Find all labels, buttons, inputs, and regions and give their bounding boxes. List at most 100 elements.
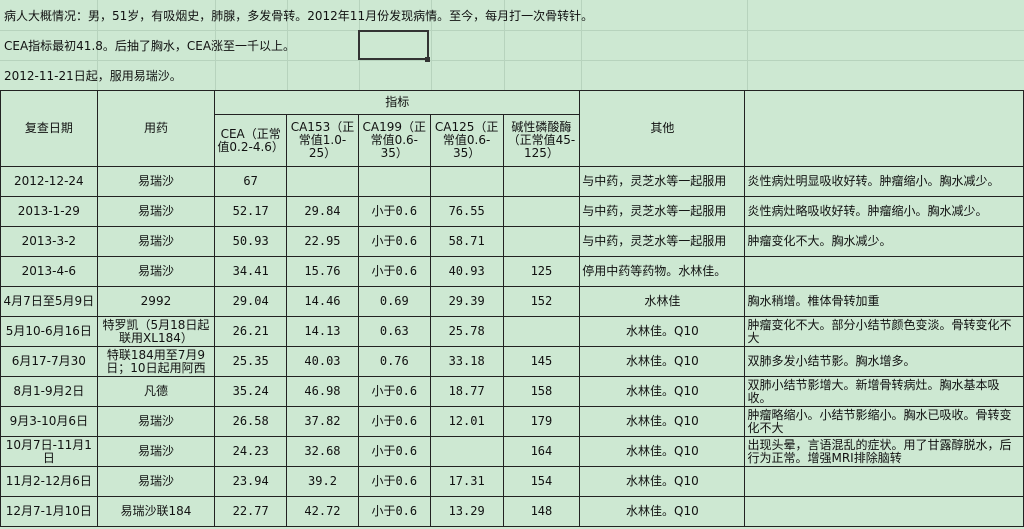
cell-date[interactable]: 11月2-12月6日	[0, 466, 98, 497]
cell-cea[interactable]: 34.41	[214, 256, 288, 287]
header-cea[interactable]: CEA（正常值0.2-4.6）	[214, 114, 288, 167]
cell-alp[interactable]: 158	[502, 376, 581, 407]
cell-remark[interactable]: 双肺多发小结节影。胸水增多。	[744, 346, 1024, 377]
cell-date[interactable]: 4月7日至5月9日	[0, 286, 98, 317]
cell-alp[interactable]: 125	[502, 256, 581, 287]
cell-ca125[interactable]	[429, 166, 504, 197]
cell-other[interactable]: 停用中药等药物。水林佳。	[579, 256, 746, 287]
cell-ca153[interactable]: 46.98	[286, 376, 359, 407]
cell-date[interactable]: 12月7-1月10日	[0, 496, 98, 527]
cell-date[interactable]: 5月10-6月16日	[0, 316, 98, 347]
cell-date[interactable]: 8月1-9月2日	[0, 376, 98, 407]
cell-alp[interactable]: 179	[502, 406, 581, 437]
cell-drug[interactable]: 特联184用至7月9日；10日起用阿西	[96, 346, 216, 377]
fill-handle[interactable]	[425, 57, 430, 62]
cell-drug[interactable]: 易瑞沙	[96, 466, 216, 497]
header-ca153[interactable]: CA153（正常值1.0-25）	[286, 114, 359, 167]
cell-ca199[interactable]: 小于0.6	[357, 406, 431, 437]
cell-drug[interactable]: 特罗凯（5月18日起联用XL184）	[96, 316, 216, 347]
cell-remark[interactable]: 胸水稍增。椎体骨转加重	[744, 286, 1024, 317]
cell-remark[interactable]: 双肺小结节影增大。新增骨转病灶。胸水基本吸收。	[744, 376, 1024, 407]
cell-ca125[interactable]: 17.31	[429, 466, 504, 497]
cell-alp[interactable]: 152	[502, 286, 581, 317]
cell-ca125[interactable]: 12.01	[429, 406, 504, 437]
cell-ca199[interactable]: 小于0.6	[357, 256, 431, 287]
header-ca125[interactable]: CA125（正常值0.6-35）	[429, 114, 504, 167]
cell-ca153[interactable]: 29.84	[286, 196, 359, 227]
cell-ca153[interactable]: 32.68	[286, 436, 359, 467]
cell-cea[interactable]: 25.35	[214, 346, 288, 377]
cell-date[interactable]: 9月3-10月6日	[0, 406, 98, 437]
header-alp[interactable]: 碱性磷酸酶（正常值45-125）	[502, 114, 581, 167]
cell-date[interactable]: 2013-1-29	[0, 196, 98, 227]
cell-ca199[interactable]: 0.69	[357, 286, 431, 317]
cell-date[interactable]: 10月7日-11月1日	[0, 436, 98, 467]
cell-ca199[interactable]	[357, 166, 431, 197]
cell-drug[interactable]: 凡德	[96, 376, 216, 407]
cell-cea[interactable]: 35.24	[214, 376, 288, 407]
cell-cea[interactable]: 29.04	[214, 286, 288, 317]
cell-ca199[interactable]: 0.63	[357, 316, 431, 347]
cell-remark[interactable]: 炎性病灶略吸收好转。肿瘤缩小。胸水减少。	[744, 196, 1024, 227]
cell-ca199[interactable]: 0.76	[357, 346, 431, 377]
cell-ca199[interactable]: 小于0.6	[357, 436, 431, 467]
cell-remark[interactable]	[744, 466, 1024, 497]
cell-ca153[interactable]: 37.82	[286, 406, 359, 437]
cell-alp[interactable]: 164	[502, 436, 581, 467]
cell-remark[interactable]: 出现头晕，言语混乱的症状。用了甘露醇脱水，后行为正常。增强MRI排除脑转	[744, 436, 1024, 467]
cell-date[interactable]: 2013-4-6	[0, 256, 98, 287]
cell-alp[interactable]: 145	[502, 346, 581, 377]
cell-ca153[interactable]	[286, 166, 359, 197]
cell-date[interactable]: 2012-12-24	[0, 166, 98, 197]
patient-summary-note[interactable]: 病人大概情况：男，51岁，有吸烟史，肺腺，多发骨转。2012年11月份发现病情。…	[4, 9, 594, 23]
cell-remark[interactable]: 炎性病灶明显吸收好转。肿瘤缩小。胸水减少。	[744, 166, 1024, 197]
cell-ca153[interactable]: 14.13	[286, 316, 359, 347]
cell-other[interactable]: 与中药，灵芝水等一起服用	[579, 226, 746, 257]
cell-ca125[interactable]: 58.71	[429, 226, 504, 257]
cell-ca125[interactable]: 76.55	[429, 196, 504, 227]
header-other[interactable]: 其他	[579, 90, 746, 167]
cell-cea[interactable]: 23.94	[214, 466, 288, 497]
cell-remark[interactable]: 肿瘤略缩小。小结节影缩小。胸水已吸收。骨转变化不大	[744, 406, 1024, 437]
cell-drug[interactable]: 易瑞沙	[96, 436, 216, 467]
cell-date[interactable]: 6月17-7月30	[0, 346, 98, 377]
cell-cea[interactable]: 67	[214, 166, 288, 197]
cell-other[interactable]: 水林佳。Q10	[579, 406, 746, 437]
cell-ca199[interactable]: 小于0.6	[357, 376, 431, 407]
cell-ca199[interactable]: 小于0.6	[357, 226, 431, 257]
cell-other[interactable]: 与中药，灵芝水等一起服用	[579, 196, 746, 227]
header-drug[interactable]: 用药	[96, 90, 216, 167]
selected-cell[interactable]	[358, 30, 429, 60]
cell-alp[interactable]: 154	[502, 466, 581, 497]
cell-date[interactable]: 2013-3-2	[0, 226, 98, 257]
cell-remark[interactable]: 肿瘤变化不大。部分小结节颜色变淡。骨转变化不大	[744, 316, 1024, 347]
header-ca199[interactable]: CA199（正常值0.6-35）	[357, 114, 431, 167]
header-remark[interactable]	[744, 90, 1024, 167]
cell-ca153[interactable]: 39.2	[286, 466, 359, 497]
cell-alp[interactable]: 148	[502, 496, 581, 527]
cell-cea[interactable]: 26.21	[214, 316, 288, 347]
cell-ca125[interactable]: 29.39	[429, 286, 504, 317]
cell-drug[interactable]: 易瑞沙	[96, 256, 216, 287]
cell-cea[interactable]: 26.58	[214, 406, 288, 437]
cell-remark[interactable]	[744, 256, 1024, 287]
cell-other[interactable]: 水林佳	[579, 286, 746, 317]
cea-history-note[interactable]: CEA指标最初41.8。后抽了胸水，CEA涨至一千以上。	[4, 39, 296, 53]
cell-ca125[interactable]: 18.77	[429, 376, 504, 407]
cell-ca199[interactable]: 小于0.6	[357, 496, 431, 527]
cell-other[interactable]: 与中药，灵芝水等一起服用	[579, 166, 746, 197]
cell-drug[interactable]: 易瑞沙	[96, 226, 216, 257]
cell-drug[interactable]: 易瑞沙联184	[96, 496, 216, 527]
medication-start-note[interactable]: 2012-11-21日起，服用易瑞沙。	[4, 69, 182, 83]
cell-other[interactable]: 水林佳。Q10	[579, 436, 746, 467]
cell-alp[interactable]	[502, 226, 581, 257]
cell-alp[interactable]	[502, 196, 581, 227]
cell-ca153[interactable]: 22.95	[286, 226, 359, 257]
cell-drug[interactable]: 易瑞沙	[96, 166, 216, 197]
cell-cea[interactable]: 50.93	[214, 226, 288, 257]
cell-drug[interactable]: 易瑞沙	[96, 406, 216, 437]
cell-ca125[interactable]	[429, 436, 504, 467]
cell-ca125[interactable]: 33.18	[429, 346, 504, 377]
cell-ca125[interactable]: 13.29	[429, 496, 504, 527]
